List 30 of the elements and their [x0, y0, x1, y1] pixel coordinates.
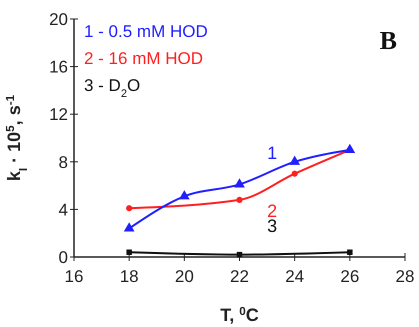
annotation: 3 [267, 216, 278, 236]
y-tick-label: 20 [49, 10, 68, 29]
y-tick-label: 12 [49, 105, 68, 124]
point [347, 250, 353, 255]
x-tick-label: 18 [120, 267, 139, 286]
annotation: B [380, 26, 397, 55]
text: 3 - D$_{2}$O [84, 76, 140, 100]
x-axis-title: T, $^{0}$C [220, 304, 259, 325]
point [292, 170, 298, 177]
y-tick-label: 0 [58, 248, 68, 267]
x-tick-label: 20 [174, 267, 194, 286]
y-tick-label: 8 [58, 152, 68, 172]
y-tick-label: 16 [49, 58, 68, 77]
point [236, 252, 242, 258]
annotation: 1 [267, 143, 278, 164]
text: 2 - 16 mM HOD [84, 49, 204, 68]
x-tick-label: 22 [230, 267, 249, 286]
point [344, 144, 356, 153]
point [124, 222, 135, 232]
x-tick-label: 28 [396, 267, 414, 286]
point [234, 178, 245, 188]
point [289, 156, 300, 165]
text: 1 - 0.5 mM HOD [84, 22, 208, 41]
point [178, 190, 190, 200]
point [126, 250, 132, 255]
y-tick-label: 4 [58, 200, 68, 220]
point [236, 196, 243, 203]
point [126, 205, 132, 212]
x-tick-label: 24 [285, 267, 304, 286]
x-tick-label: 26 [340, 267, 360, 286]
